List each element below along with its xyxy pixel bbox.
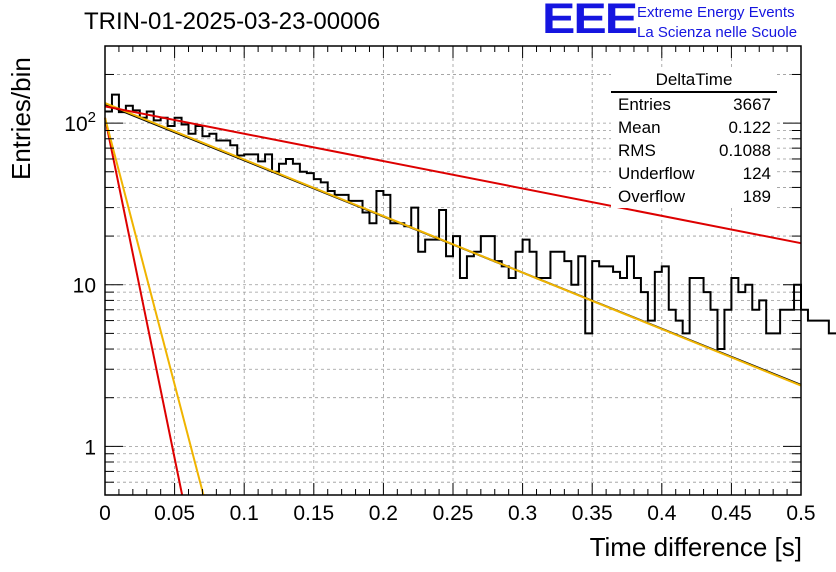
stats-title: DeltaTime xyxy=(611,70,777,93)
stats-label: Entries xyxy=(618,95,671,114)
x-tick-label: 0.3 xyxy=(508,502,537,525)
stats-row-entries: Entries 3667 xyxy=(611,93,777,116)
x-tick-label: 0.2 xyxy=(369,502,398,525)
axis-ticks xyxy=(104,45,802,496)
fit-line-4 xyxy=(104,117,205,496)
fit-curves xyxy=(104,102,802,496)
x-tick-label: 0.05 xyxy=(154,502,195,525)
stats-label: Overflow xyxy=(618,187,686,206)
x-tick-label: 0.4 xyxy=(647,502,677,525)
histogram-series xyxy=(105,93,836,351)
histogram-line xyxy=(105,93,836,351)
stats-box: DeltaTime Entries 3667 Mean 0.122 RMS 0.… xyxy=(611,70,777,208)
x-tick-label: 0.25 xyxy=(433,502,474,525)
fit-line-2 xyxy=(104,105,802,245)
x-tick-label: 0.1 xyxy=(230,502,259,525)
y-tick-label: 102 xyxy=(64,109,96,136)
stats-value: 0.1088 xyxy=(719,141,771,160)
y-axis-label: Entries/bin xyxy=(6,57,36,180)
chart-title: TRIN-01-2025-03-23-00006 xyxy=(84,8,381,35)
stats-value: 189 xyxy=(742,187,771,206)
stats-label: RMS xyxy=(618,141,656,160)
x-tick-label: 0.15 xyxy=(293,502,334,525)
x-tick-label: 0.45 xyxy=(711,502,752,525)
x-tick-label: 0.35 xyxy=(572,502,613,525)
x-tick-label: 0.5 xyxy=(786,502,815,525)
stats-value: 124 xyxy=(742,164,771,183)
fit-line-1 xyxy=(104,102,802,387)
tick-labels: 0 0.05 0.1 0.15 0.2 0.25 0.3 0.35 0.4 0.45 0.5 1 10 1… xyxy=(64,109,815,525)
y-tick-label: 10 xyxy=(73,275,96,298)
eee-logo: EEE xyxy=(542,0,638,43)
stats-label: Mean xyxy=(618,118,661,137)
y-tick-label: 1 xyxy=(84,436,96,459)
stats-row-rms: RMS 0.1088 xyxy=(611,139,777,162)
stats-label: Underflow xyxy=(618,164,695,183)
stats-value: 3667 xyxy=(733,95,771,114)
fit-line-3 xyxy=(104,117,184,496)
stats-row-mean: Mean 0.122 xyxy=(611,116,777,139)
logo-line-1: Extreme Energy Events xyxy=(637,4,795,21)
stats-value: 0.122 xyxy=(728,118,771,137)
x-tick-label: 0 xyxy=(99,502,111,525)
x-axis-label: Time difference [s] xyxy=(589,532,802,562)
logo-line-2: La Scienza nelle Scuole xyxy=(637,24,798,41)
stats-row-overflow: Overflow 189 xyxy=(611,185,777,208)
stats-row-underflow: Underflow 124 xyxy=(611,162,777,185)
grid-lines xyxy=(105,46,801,495)
